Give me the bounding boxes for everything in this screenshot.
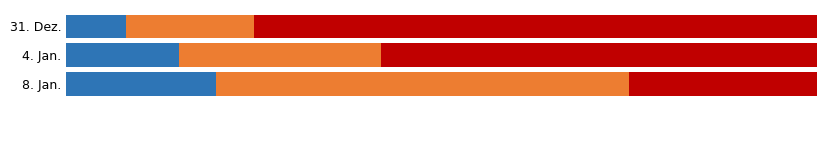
Bar xyxy=(216,72,629,96)
Bar xyxy=(66,72,216,96)
Bar xyxy=(126,15,254,38)
Bar xyxy=(381,43,817,67)
Bar xyxy=(629,72,817,96)
Bar xyxy=(66,43,179,67)
Bar xyxy=(254,15,817,38)
Bar xyxy=(179,43,381,67)
Bar xyxy=(66,15,126,38)
